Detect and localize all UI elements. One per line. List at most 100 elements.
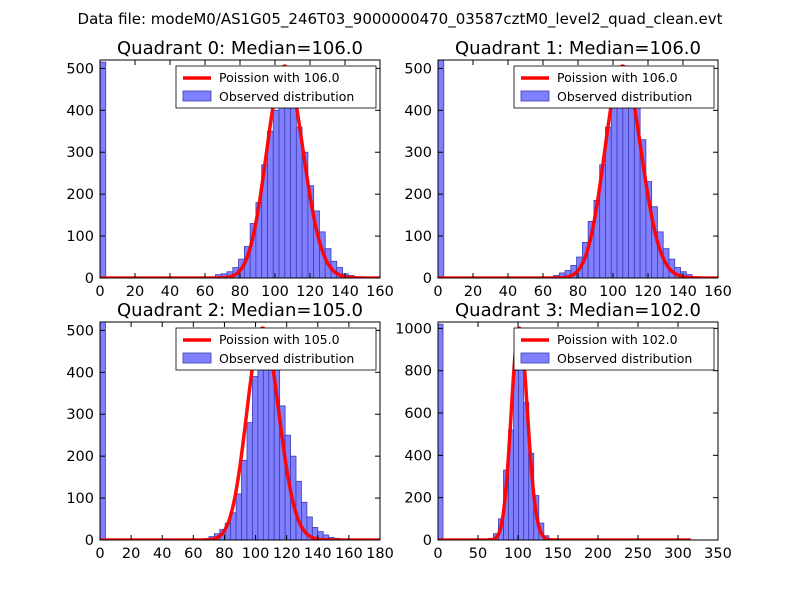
- subplots-grid: Quadrant 0: Median=106.00 20 40 60 80 100 120 1…: [66, 38, 732, 562]
- x-tick-label: 100: [261, 284, 289, 300]
- y-tick-label: 300: [66, 145, 94, 161]
- y-tick-label: 200: [66, 449, 94, 465]
- legend-label-poisson: Poission with 106.0: [557, 70, 678, 85]
- legend-label-poisson: Poission with 105.0: [219, 332, 340, 347]
- histogram-bar: [278, 101, 286, 278]
- legend: Poission with 106.0 Observed distribution: [175, 65, 377, 109]
- y-tick-label: 300: [404, 145, 432, 161]
- y-tick-label: 500: [66, 323, 94, 339]
- legend: Poission with 102.0 Observed distribution: [513, 327, 715, 371]
- x-tick-label: 120: [634, 284, 662, 300]
- x-tick-label: 300: [664, 546, 692, 562]
- x-tick-label: 150: [544, 546, 572, 562]
- x-tick-label: 20: [122, 546, 140, 562]
- histogram-bar: [438, 323, 444, 540]
- x-tick-label: 0: [95, 546, 104, 562]
- subplot-quadrant-2: Quadrant 2: Median=105.00 20 40 60 80 100 120 1…: [66, 300, 394, 562]
- x-tick-label: 250: [624, 546, 652, 562]
- histogram-bar: [262, 342, 270, 540]
- x-tick-label: 350: [704, 546, 732, 562]
- y-tick-label: 0: [423, 271, 432, 287]
- x-tick-label: 120: [296, 284, 324, 300]
- histogram-bar: [272, 109, 280, 278]
- subplot-title: Quadrant 2: Median=105.0: [117, 300, 363, 321]
- subplot-title: Quadrant 3: Median=102.0: [455, 300, 701, 321]
- x-tick-label: 20: [464, 284, 482, 300]
- axes-frame: [437, 321, 719, 541]
- y-tick-label: 800: [404, 364, 432, 380]
- x-tick-label: 100: [242, 546, 270, 562]
- poisson-curve: [438, 64, 718, 278]
- histogram-bar: [518, 366, 525, 540]
- x-tick-label: 50: [469, 546, 487, 562]
- x-tick-label: 40: [499, 284, 517, 300]
- subplot-quadrant-1: Quadrant 1: Median=106.0 0 20 40 60 80 100 120 1…: [404, 38, 732, 300]
- poisson-curve: [100, 64, 380, 278]
- histogram-bar: [257, 363, 264, 540]
- axes-frame: [99, 321, 381, 541]
- legend-bar-swatch: [520, 352, 550, 364]
- x-tick-label: 100: [599, 284, 627, 300]
- y-tick-label: 500: [66, 61, 94, 77]
- x-tick-label: 200: [584, 546, 612, 562]
- y-tick-label: 400: [404, 448, 432, 464]
- y-tick-label: 0: [85, 271, 94, 287]
- histogram-bar: [252, 376, 259, 540]
- legend-label-poisson: Poission with 106.0: [219, 70, 340, 85]
- histogram-bar: [241, 459, 248, 540]
- y-tick-label: 0: [85, 533, 94, 549]
- y-tick-label: 100: [66, 491, 94, 507]
- histogram-bar: [438, 60, 445, 278]
- x-tick-label: 0: [433, 284, 442, 300]
- y-tick-label: 200: [404, 491, 432, 507]
- x-tick-label: 120: [273, 546, 301, 562]
- y-tick-label: 400: [66, 365, 94, 381]
- plot-area: [100, 322, 380, 540]
- legend-label-poisson: Poission with 102.0: [557, 332, 678, 347]
- legend-label-observed: Observed distribution: [557, 351, 692, 366]
- subplot-quadrant-3: Quadrant 3: Median=102.0 0 50 100 150 200 250 3…: [395, 300, 732, 562]
- y-tick-label: 600: [404, 406, 432, 422]
- plot-area: [438, 323, 693, 540]
- x-tick-label: 60: [196, 284, 214, 300]
- x-tick-label: 160: [335, 546, 363, 562]
- histogram-bar: [100, 322, 106, 540]
- legend-label-observed: Observed distribution: [557, 89, 692, 104]
- x-tick-label: 60: [534, 284, 552, 300]
- legend-label-observed: Observed distribution: [219, 89, 354, 104]
- histogram-bar: [616, 88, 624, 278]
- legend: Poission with 105.0 Observed distribution: [175, 327, 377, 371]
- legend-bar-swatch: [182, 352, 212, 364]
- x-tick-label: 80: [215, 546, 233, 562]
- x-tick-label: 140: [331, 284, 359, 300]
- x-tick-label: 0: [433, 546, 442, 562]
- x-tick-label: 40: [161, 284, 179, 300]
- y-tick-label: 0: [423, 533, 432, 549]
- x-tick-label: 180: [366, 546, 394, 562]
- histogram-bar: [610, 105, 618, 278]
- x-tick-label: 160: [704, 284, 732, 300]
- x-tick-label: 20: [126, 284, 144, 300]
- x-tick-label: 140: [304, 546, 332, 562]
- x-tick-label: 140: [669, 284, 697, 300]
- legend-bar-swatch: [182, 90, 212, 102]
- y-tick-label: 500: [404, 61, 432, 77]
- y-tick-label: 300: [66, 407, 94, 423]
- x-tick-label: 0: [95, 284, 104, 300]
- histogram-bar: [246, 422, 253, 540]
- x-tick-label: 80: [569, 284, 587, 300]
- figure-title: Data file: modeM0/AS1G05_246T03_90000004…: [78, 10, 723, 29]
- plot-area: [100, 61, 380, 278]
- histogram-bar: [235, 493, 242, 540]
- subplot-quadrant-0: Quadrant 0: Median=106.0 0 20 40 60 80 100 120 1…: [66, 38, 394, 300]
- y-tick-label: 200: [66, 187, 94, 203]
- histogram-bar: [100, 61, 107, 278]
- histogram-bar: [267, 130, 274, 278]
- subplot-title: Quadrant 0: Median=106.0: [117, 38, 363, 59]
- y-tick-label: 100: [66, 229, 94, 245]
- histogram-bar: [513, 370, 520, 540]
- legend-label-observed: Observed distribution: [219, 351, 354, 366]
- y-tick-label: 100: [404, 229, 432, 245]
- legend-bar-swatch: [520, 90, 550, 102]
